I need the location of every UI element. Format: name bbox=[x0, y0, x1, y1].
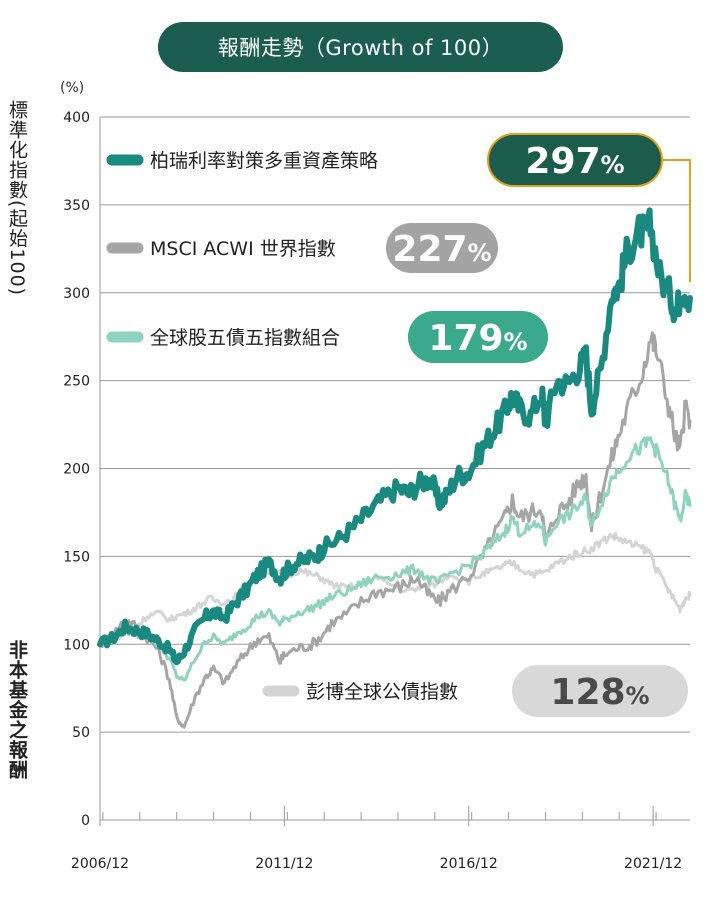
series-line-4 bbox=[98, 532, 692, 647]
y-axis-label: 標準化指數(起始100) bbox=[6, 100, 28, 297]
final-value-label: 297% bbox=[525, 141, 624, 182]
final-value-badge bbox=[408, 311, 548, 363]
series-line-1 bbox=[97, 207, 693, 666]
y-axis-unit: (%) bbox=[60, 80, 85, 96]
x-tick-label: 2016/12 bbox=[440, 856, 498, 872]
y-tick-label: 200 bbox=[63, 462, 90, 478]
y-tick-label: 0 bbox=[81, 813, 90, 829]
x-tick-label: 2021/12 bbox=[624, 856, 682, 872]
y-tick-label: 350 bbox=[63, 198, 90, 214]
chart-title: 報酬走勢（Growth of 100） bbox=[158, 22, 563, 72]
final-value-label: 179% bbox=[428, 318, 527, 359]
y-tick-label: 50 bbox=[72, 725, 90, 741]
y-tick-label: 250 bbox=[63, 374, 90, 390]
y-tick-label: 300 bbox=[63, 286, 90, 302]
x-tick-label: 2011/12 bbox=[255, 856, 313, 872]
final-value-label: 227% bbox=[392, 229, 491, 270]
final-value-label: 128% bbox=[550, 672, 649, 713]
y-tick-label: 400 bbox=[63, 110, 90, 126]
series-line-2 bbox=[98, 331, 692, 729]
legend-label: 全球股五債五指數組合 bbox=[150, 327, 340, 349]
final-value-badge bbox=[386, 223, 498, 273]
x-tick-label: 2006/12 bbox=[71, 856, 129, 872]
legend-label: 柏瑞利率對策多重資產策略 bbox=[150, 150, 378, 172]
legend-label: 彭博全球公債指數 bbox=[306, 681, 458, 703]
final-value-badge bbox=[512, 665, 688, 717]
series-line-3 bbox=[98, 436, 692, 682]
y-tick-label: 150 bbox=[63, 549, 90, 565]
badge-connector bbox=[662, 159, 691, 283]
y-tick-label: 100 bbox=[63, 637, 90, 653]
disclaimer-note: 非本基金之報酬 bbox=[6, 640, 28, 780]
legend-label: MSCI ACWI 世界指數 bbox=[150, 238, 336, 260]
